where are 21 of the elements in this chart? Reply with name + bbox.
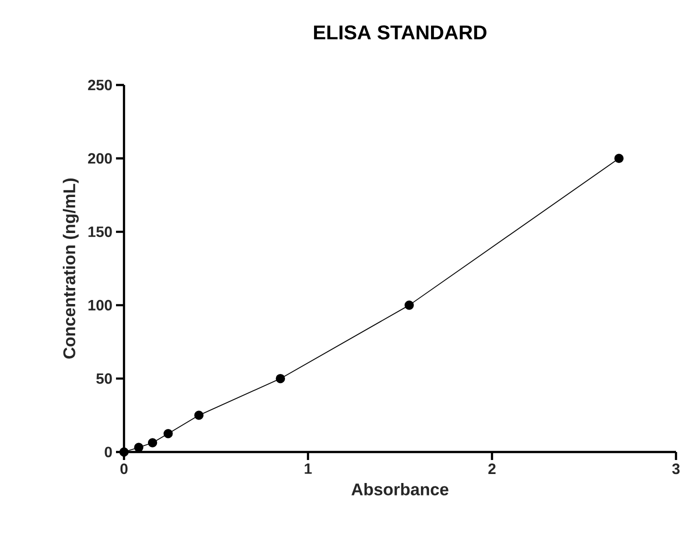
x-axis-title: Absorbance <box>351 482 448 496</box>
x-tick-label: 1 <box>304 464 312 474</box>
y-axis-title: Concentration (ng/mL) <box>62 178 79 359</box>
x-tick-label: 2 <box>488 464 496 474</box>
point <box>164 429 173 438</box>
y-tick-label: 200 <box>88 153 112 164</box>
y-tick-label: 100 <box>88 300 112 310</box>
chart-title: ELISA STANDARD <box>314 25 486 40</box>
point <box>404 300 414 310</box>
y-tick-label: 50 <box>96 373 112 384</box>
y-tick-label: 150 <box>88 226 112 238</box>
y-tick-label: 250 <box>88 80 112 90</box>
point <box>148 438 158 448</box>
point <box>614 154 624 164</box>
point <box>276 374 286 384</box>
y-tick-label: 0 <box>104 446 112 458</box>
x-tick-label: 0 <box>120 464 128 474</box>
point <box>119 447 129 457</box>
point <box>194 410 204 420</box>
point <box>134 442 144 452</box>
x-tick-label: 3 <box>672 464 680 474</box>
